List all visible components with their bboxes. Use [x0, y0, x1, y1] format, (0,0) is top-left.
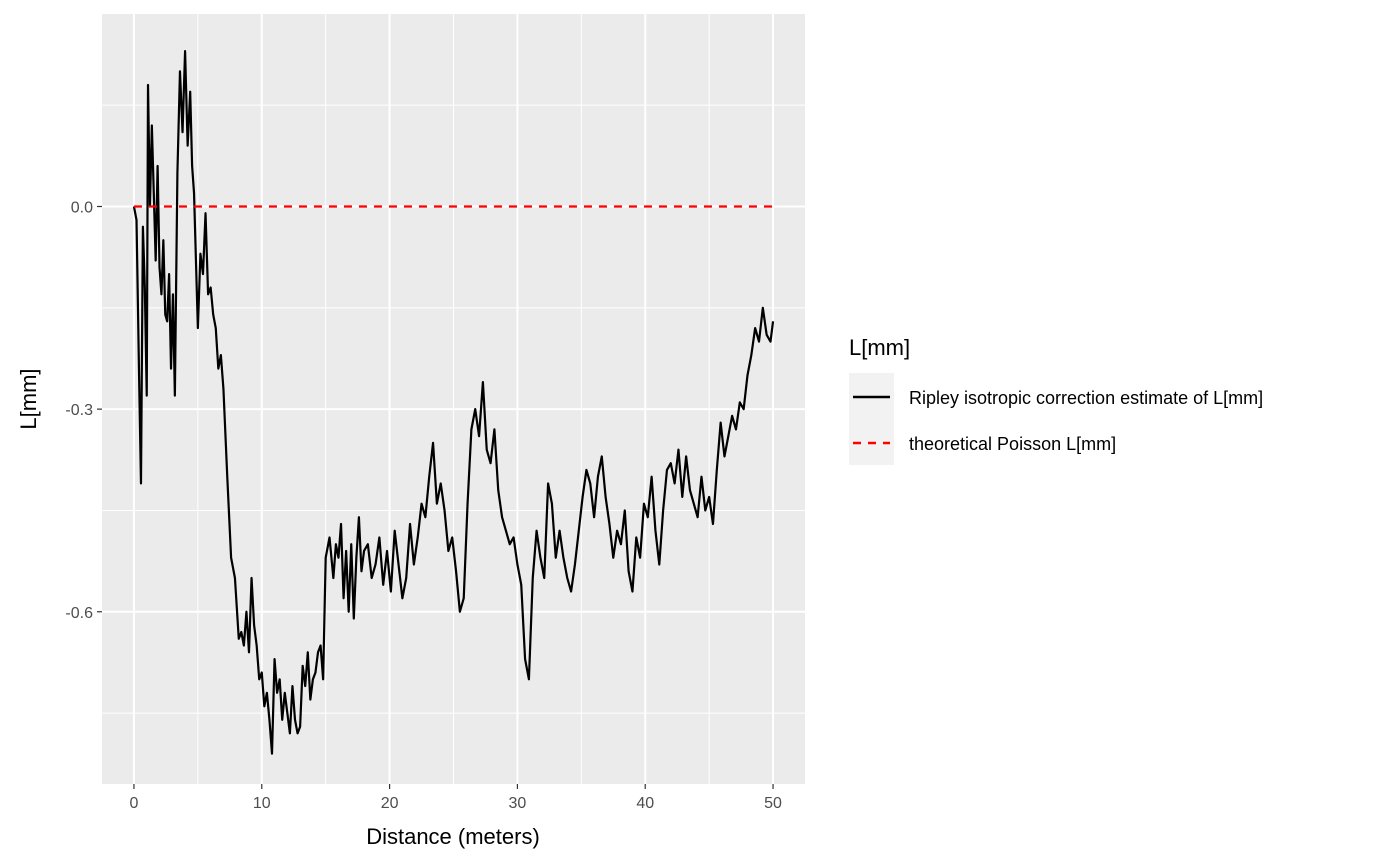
x-tick-label: 0	[130, 795, 139, 812]
grid-minor	[102, 14, 805, 784]
legend-label-ripley: Ripley isotropic correction estimate of …	[909, 388, 1263, 408]
y-axis: 0.0 -0.3 -0.6	[65, 200, 102, 622]
legend-label-poisson: theoretical Poisson L[mm]	[909, 434, 1116, 454]
grid-major	[102, 14, 805, 784]
y-tick-label: -0.3	[65, 402, 93, 419]
legend-title: L[mm]	[849, 335, 910, 360]
series-ripley-line	[132, 50, 775, 755]
x-tick-label: 50	[764, 795, 782, 812]
x-tick-label: 30	[509, 795, 527, 812]
y-tick-label: 0.0	[71, 200, 93, 217]
series-layer	[132, 50, 775, 755]
y-axis-title: L[mm]	[16, 368, 41, 429]
x-tick-label: 10	[253, 795, 271, 812]
legend-key-background	[849, 373, 894, 465]
legend: L[mm] Ripley isotropic correction estima…	[849, 335, 1263, 465]
x-axis-title: Distance (meters)	[366, 824, 540, 849]
y-tick-label: -0.6	[65, 605, 93, 622]
x-tick-label: 20	[381, 795, 399, 812]
x-tick-label: 40	[636, 795, 654, 812]
x-axis: 0 10 20 30 40 50	[130, 784, 782, 812]
